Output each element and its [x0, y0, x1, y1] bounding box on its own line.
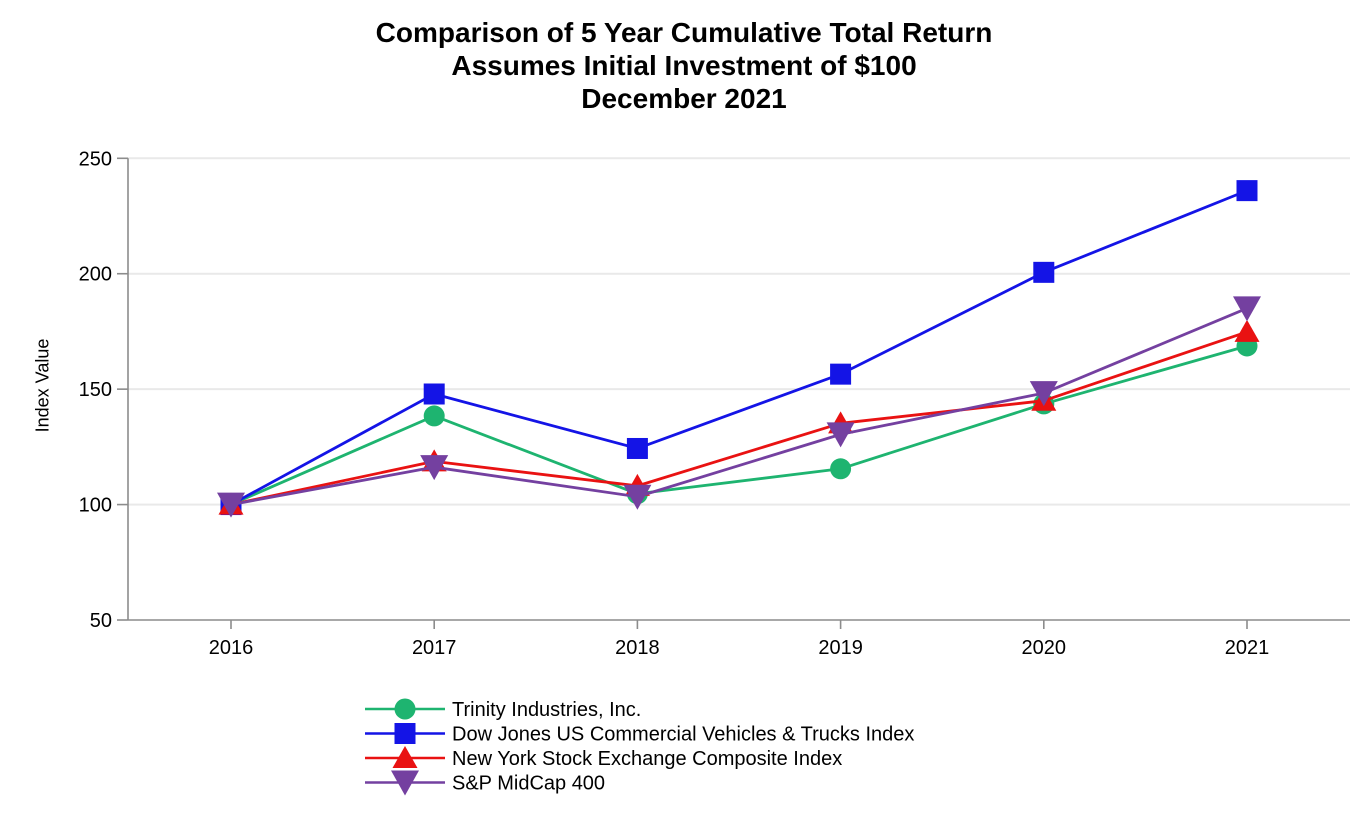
legend-label: Trinity Industries, Inc. — [452, 699, 641, 721]
legend-label: Dow Jones US Commercial Vehicles & Truck… — [452, 724, 914, 746]
legend-label: New York Stock Exchange Composite Index — [452, 748, 842, 770]
x-tick-label: 2016 — [209, 637, 254, 659]
legend-square-icon — [394, 723, 416, 744]
series-line-1 — [229, 189, 1249, 506]
data-point-marker — [423, 383, 445, 405]
x-tick-label: 2017 — [412, 637, 457, 659]
legend-label: S&P MidCap 400 — [452, 773, 605, 795]
data-point-marker — [830, 458, 852, 480]
data-point-marker — [1234, 319, 1260, 342]
data-point-marker — [1236, 180, 1258, 202]
chart-title-block: Comparison of 5 Year Cumulative Total Re… — [0, 16, 1368, 115]
series-line-0 — [229, 344, 1249, 506]
data-point-marker — [626, 437, 648, 459]
x-tick-label: 2019 — [818, 637, 863, 659]
series-line-2 — [229, 330, 1249, 506]
data-point-marker — [623, 484, 652, 510]
y-tick-label: 100 — [79, 495, 112, 517]
y-tick-label: 200 — [79, 264, 112, 286]
legend-triangle-down-icon — [391, 770, 419, 796]
data-point-marker — [830, 363, 852, 385]
data-point-marker — [1033, 261, 1055, 283]
data-point-marker — [1029, 381, 1058, 407]
legend-triangle-up-icon — [392, 746, 418, 768]
x-tick-label: 2020 — [1022, 637, 1067, 659]
data-point-marker — [826, 422, 855, 448]
chart-subtitle: Assumes Initial Investment of $100 — [451, 50, 917, 81]
series-line-3 — [229, 306, 1249, 506]
data-point-marker — [420, 455, 449, 481]
chart-subtitle2: December 2021 — [581, 83, 787, 114]
x-tick-label: 2021 — [1225, 637, 1270, 659]
data-point-marker — [423, 405, 445, 427]
y-tick-label: 50 — [90, 610, 112, 632]
data-point-marker — [1233, 296, 1261, 322]
legend-circle-icon — [394, 698, 416, 720]
y-tick-label: 150 — [79, 379, 112, 401]
chart-title: Comparison of 5 Year Cumulative Total Re… — [375, 17, 993, 48]
y-tick-label: 250 — [79, 148, 112, 170]
data-point-marker — [217, 492, 245, 518]
x-tick-label: 2018 — [615, 637, 660, 659]
